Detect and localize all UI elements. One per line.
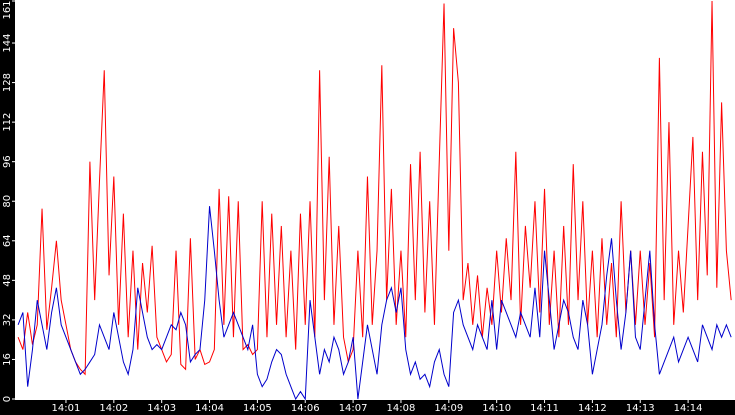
series-line: [17, 206, 732, 401]
y-tick-label: 96: [2, 155, 13, 168]
y-axis-band: [0, 0, 15, 415]
x-tick-label: 14:13: [626, 403, 655, 414]
x-tick-label: 14:09: [434, 403, 463, 414]
x-axis-band: [0, 400, 735, 415]
x-tick-label: 14:12: [578, 403, 607, 414]
y-tick-label: 128: [2, 73, 13, 92]
y-tick-label: 112: [2, 113, 13, 132]
x-tick-label: 14:02: [99, 403, 128, 414]
y-tick-label: 161: [2, 0, 13, 19]
x-tick-label: 14:10: [482, 403, 511, 414]
x-tick-label: 14:05: [243, 403, 272, 414]
y-tick-label: 16: [2, 353, 13, 366]
y-tick-label: 144: [2, 33, 13, 52]
y-tick-label: 64: [2, 234, 13, 247]
x-tick-label: 14:08: [387, 403, 416, 414]
x-tick-label: 14:03: [147, 403, 176, 414]
x-tick-label: 14:01: [52, 403, 81, 414]
x-tick-label: 14:06: [291, 403, 320, 414]
x-tick-label: 14:11: [530, 403, 559, 414]
y-tick-label: 48: [2, 274, 13, 287]
y-tick-label: 0: [2, 396, 13, 402]
series-line: [17, 0, 732, 376]
x-tick-label: 14:14: [674, 403, 703, 414]
x-tick-label: 14:07: [339, 403, 368, 414]
y-tick-label: 80: [2, 195, 13, 208]
x-tick-label: 14:04: [195, 403, 224, 414]
y-tick-label: 32: [2, 314, 13, 327]
